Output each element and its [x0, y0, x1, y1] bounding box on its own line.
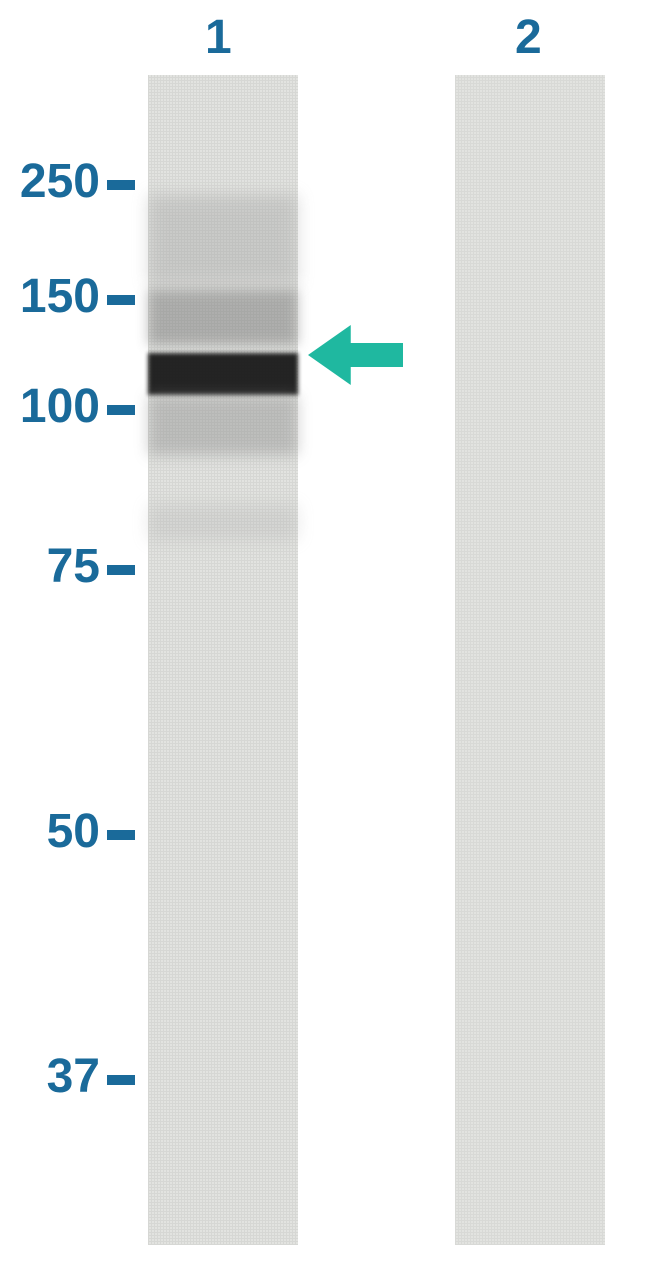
lane-label-2-text: 2	[515, 11, 542, 64]
band	[148, 195, 298, 285]
band	[148, 290, 298, 345]
western-blot-figure: 1 2 250 150 100 75 50 37	[0, 0, 650, 1270]
marker-dash-75	[107, 565, 135, 575]
band	[148, 505, 298, 540]
band	[148, 395, 298, 455]
arrow-shape	[308, 325, 403, 385]
marker-dash-100	[107, 405, 135, 415]
lane-label-1: 1	[205, 10, 232, 65]
band	[148, 353, 298, 395]
lane-label-1-text: 1	[205, 11, 232, 64]
marker-label-150: 150	[20, 269, 100, 324]
marker-label-50: 50	[47, 804, 100, 859]
marker-dash-37	[107, 1075, 135, 1085]
marker-label-75: 75	[47, 539, 100, 594]
marker-label-37: 37	[47, 1049, 100, 1104]
marker-dash-150	[107, 295, 135, 305]
marker-label-250: 250	[20, 154, 100, 209]
marker-dash-250	[107, 180, 135, 190]
marker-label-100: 100	[20, 379, 100, 434]
lane-1	[148, 75, 298, 1245]
marker-dash-50	[107, 830, 135, 840]
lane-2	[455, 75, 605, 1245]
lane-label-2: 2	[515, 10, 542, 65]
arrow-icon	[308, 325, 403, 385]
